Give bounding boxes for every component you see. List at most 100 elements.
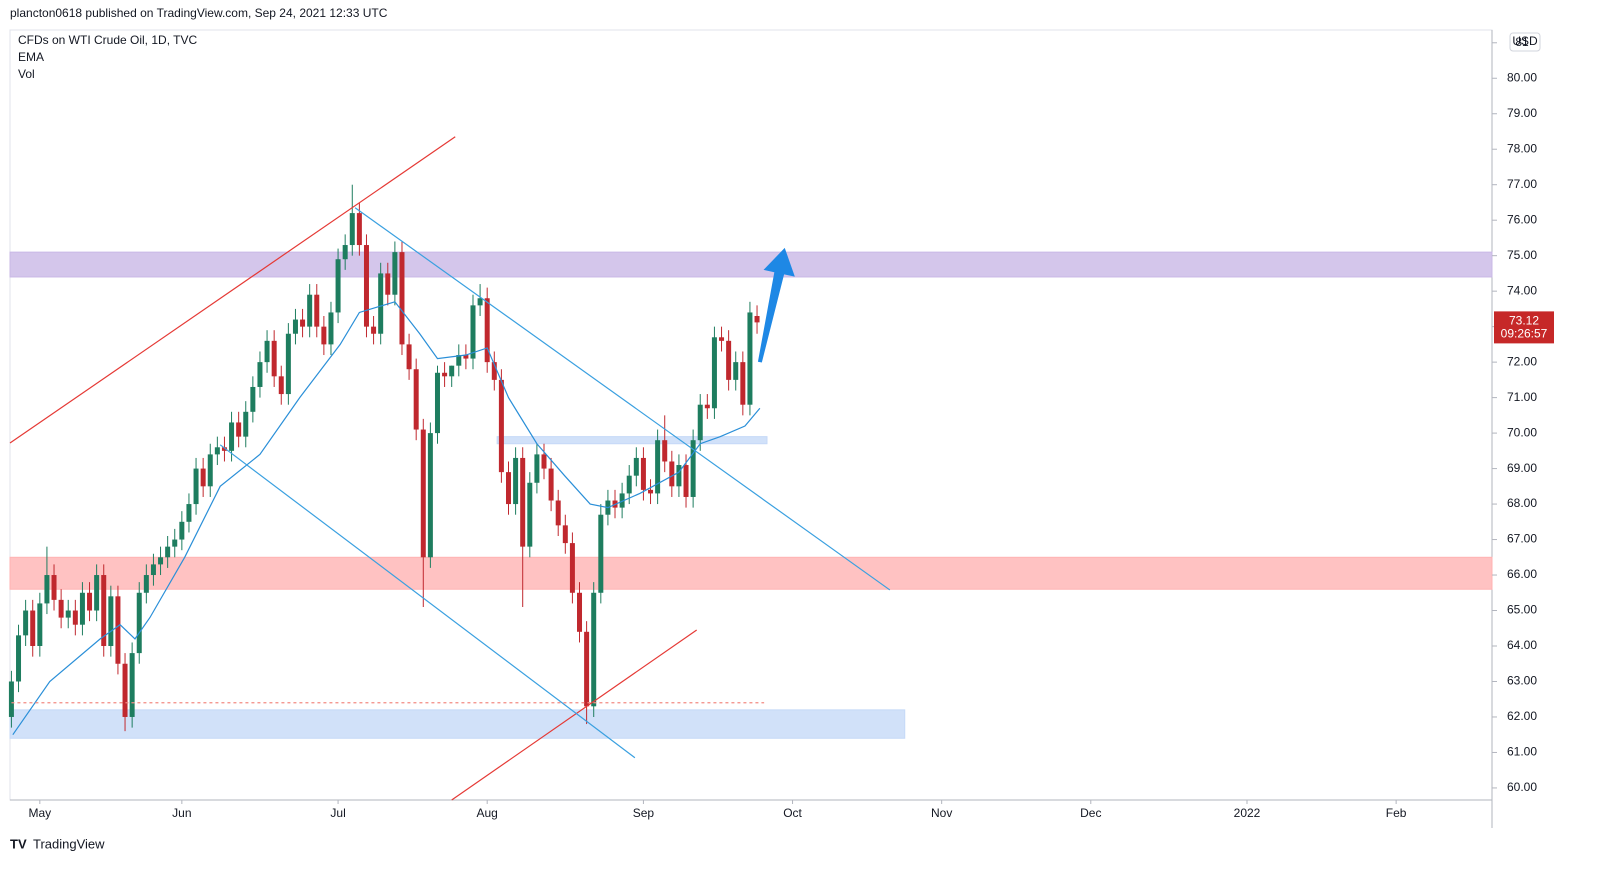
candle-body: [555, 500, 561, 526]
candle-body: [8, 681, 14, 717]
candle-body: [726, 340, 732, 380]
candle-body: [413, 369, 419, 430]
candle-body: [690, 440, 696, 497]
candle-body: [513, 457, 519, 505]
candle-body: [285, 333, 291, 395]
candle-body: [179, 521, 185, 540]
arrow: [757, 247, 795, 363]
candle-body: [342, 245, 348, 260]
x-tick-label: Dec: [1080, 806, 1101, 820]
currency-box[interactable]: [1509, 32, 1541, 52]
y-tick-label: 68.00: [1507, 496, 1537, 510]
indicator-label: Vol: [18, 67, 35, 81]
candle-body: [101, 575, 107, 646]
candle-body: [236, 422, 242, 437]
candle-body: [65, 610, 71, 618]
plot: [8, 136, 1493, 801]
trend-line: [451, 629, 698, 801]
zone: [9, 251, 1493, 278]
candle-body: [584, 631, 590, 707]
brand: TradingView: [33, 836, 105, 851]
candle-body: [51, 575, 57, 600]
indicator-label: EMA: [18, 50, 44, 64]
candle-body: [477, 298, 483, 306]
trend-line: [219, 444, 636, 759]
candle-body: [371, 326, 377, 334]
candle-body: [598, 514, 604, 593]
candle-body: [37, 603, 43, 646]
candle-body: [356, 213, 362, 246]
candle-body: [392, 252, 398, 295]
y-tick-label: 79.00: [1507, 106, 1537, 120]
zone: [496, 436, 768, 445]
x-tick-label: Jun: [172, 806, 191, 820]
candle-body: [44, 575, 50, 604]
y-tick-label: 76.00: [1507, 212, 1537, 226]
candle-body: [72, 610, 78, 625]
candle-body: [300, 319, 306, 327]
y-tick-label: 74.00: [1507, 283, 1537, 297]
candle-body: [669, 461, 675, 487]
x-tick-label: Sep: [633, 806, 655, 820]
last-price-box: [1494, 311, 1554, 344]
candle-body: [498, 379, 504, 473]
candle-body: [229, 422, 235, 451]
candle-body: [740, 362, 746, 405]
candle-body: [349, 213, 355, 246]
currency[interactable]: USD: [1512, 34, 1538, 48]
candle-body: [363, 245, 369, 327]
last-price: 73.12: [1509, 314, 1539, 328]
candle-body: [633, 457, 639, 476]
candle-body: [335, 259, 341, 313]
candle-body: [442, 372, 448, 377]
x-tick-label: May: [28, 806, 51, 820]
candle-body: [754, 316, 760, 323]
y-tick-label: 64.00: [1507, 638, 1537, 652]
x-tick-label: 2022: [1234, 806, 1261, 820]
zone: [9, 709, 906, 739]
candle-body: [747, 312, 753, 405]
trend-line: [9, 136, 456, 444]
candle-body: [733, 362, 739, 380]
candle-body: [30, 610, 36, 646]
candle-body: [626, 475, 632, 494]
candle-body: [427, 433, 433, 558]
y-tick-label: 63.00: [1507, 674, 1537, 688]
candle-body: [257, 362, 263, 387]
y-tick-label: 71.00: [1507, 390, 1537, 404]
candle-body: [278, 376, 284, 395]
x-tick-label: Jul: [330, 806, 345, 820]
candle-body: [186, 504, 192, 522]
y-tick-label: 62.00: [1507, 709, 1537, 723]
y-tick-label: 80.00: [1507, 70, 1537, 84]
candle-body: [434, 372, 440, 434]
x-tick-label: Aug: [477, 806, 498, 820]
candle-body: [491, 362, 497, 380]
candle-body: [399, 252, 405, 345]
candle-body: [271, 340, 277, 377]
candle-body: [548, 468, 554, 501]
candle-body: [711, 337, 717, 409]
candle-body: [655, 440, 661, 494]
candle-body: [662, 440, 668, 462]
candle-body: [569, 543, 575, 593]
candle-body: [385, 273, 391, 295]
ema-line: [12, 301, 761, 736]
candle-body: [307, 294, 313, 327]
candle-body: [243, 411, 249, 437]
y-tick-label: 66.00: [1507, 567, 1537, 581]
candle-body: [704, 404, 710, 409]
candle-body: [420, 429, 426, 558]
candle-body: [115, 596, 121, 664]
candle-body: [250, 386, 256, 412]
candle-body: [697, 404, 703, 441]
x-tick-label: Oct: [783, 806, 802, 820]
candle-body: [577, 592, 583, 632]
candle-body: [591, 592, 597, 707]
zone: [9, 556, 1493, 590]
brand-logo: TV: [10, 836, 27, 851]
candle-body: [719, 337, 725, 341]
candle-body: [79, 592, 85, 625]
candle-body: [640, 457, 646, 490]
